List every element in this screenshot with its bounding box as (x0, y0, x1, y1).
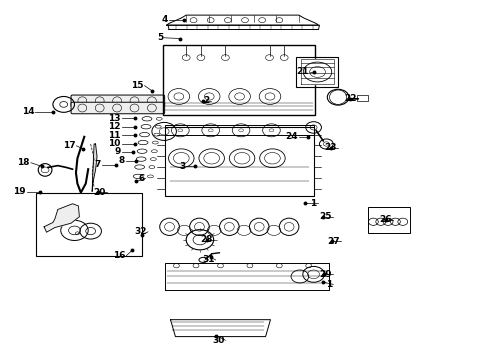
Text: 9: 9 (114, 148, 121, 156)
Bar (163, 45, 315, 115)
Bar (165, 127, 314, 196)
Text: 30: 30 (212, 336, 224, 345)
Text: 24: 24 (285, 132, 298, 141)
Text: 26: 26 (379, 215, 392, 224)
FancyBboxPatch shape (71, 102, 165, 114)
Polygon shape (301, 59, 334, 84)
Text: 21: 21 (296, 68, 309, 77)
Text: 3: 3 (179, 162, 185, 171)
Text: 13: 13 (108, 114, 121, 123)
Text: 28: 28 (200, 235, 213, 244)
Text: 23: 23 (324, 143, 337, 152)
Text: 27: 27 (327, 237, 340, 246)
Text: 12: 12 (108, 122, 121, 131)
Text: 7: 7 (95, 160, 101, 169)
Polygon shape (171, 320, 270, 337)
Polygon shape (44, 204, 79, 232)
Bar (368, 207, 410, 233)
Text: 17: 17 (63, 141, 75, 150)
Polygon shape (167, 15, 318, 25)
Polygon shape (92, 144, 97, 192)
Polygon shape (165, 263, 329, 290)
Text: 32: 32 (134, 228, 147, 236)
Text: 6: 6 (138, 174, 145, 183)
Text: 18: 18 (17, 158, 30, 167)
Text: 4: 4 (162, 15, 168, 24)
Text: 8: 8 (119, 156, 125, 165)
Text: 11: 11 (108, 130, 121, 139)
Text: 19: 19 (13, 187, 26, 196)
Bar (296, 57, 338, 87)
Text: 22: 22 (344, 94, 357, 103)
Text: 1: 1 (310, 198, 317, 207)
Bar (165, 125, 314, 135)
Polygon shape (168, 25, 319, 30)
Bar (357, 95, 368, 101)
Text: 25: 25 (319, 212, 332, 221)
Text: 14: 14 (22, 107, 34, 116)
Text: 1: 1 (326, 280, 332, 289)
Text: 31: 31 (202, 256, 215, 264)
Text: 16: 16 (113, 251, 125, 260)
FancyBboxPatch shape (71, 95, 165, 107)
Bar (36, 193, 142, 256)
Text: 10: 10 (108, 139, 121, 148)
Text: 5: 5 (157, 33, 163, 42)
Text: 2: 2 (203, 96, 210, 105)
Text: 29: 29 (319, 270, 332, 279)
Text: 20: 20 (94, 188, 106, 197)
Text: 15: 15 (131, 81, 144, 90)
